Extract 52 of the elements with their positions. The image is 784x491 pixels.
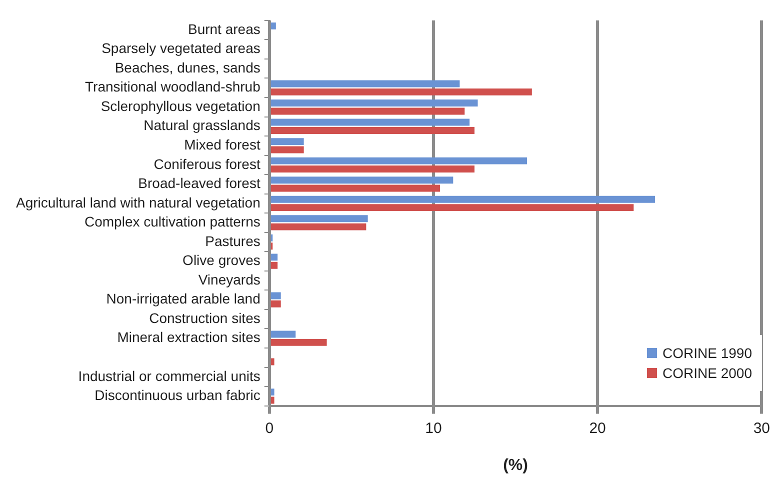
y-tick-label: Sparsely vegetated areas xyxy=(102,40,260,56)
y-tick-label: Mixed forest xyxy=(184,136,260,153)
bar xyxy=(270,184,440,192)
bar xyxy=(270,118,470,126)
x-tick-label: 10 xyxy=(425,420,442,437)
y-tick-label: Broad-leaved forest xyxy=(138,175,260,192)
bar xyxy=(270,127,474,134)
y-tick-label: Mineral extraction sites xyxy=(117,329,260,346)
y-tick-label: Transitional woodland-shrub xyxy=(85,78,261,95)
y-tick-label: Sclerophyllous vegetation xyxy=(100,98,260,114)
y-tick-label: Agricultural land with natural vegetation xyxy=(16,194,260,210)
bar xyxy=(270,176,454,184)
bar xyxy=(270,358,274,366)
y-tick-label: Complex cultivation patterns xyxy=(84,214,260,230)
y-tick-label: Olive groves xyxy=(182,252,260,268)
bar xyxy=(270,196,655,203)
bar xyxy=(270,157,527,164)
y-tick-label: Natural grasslands xyxy=(144,117,260,134)
y-tick-label: Discontinuous urban fabric xyxy=(94,387,260,404)
x-tick-label: 0 xyxy=(265,420,274,437)
bar xyxy=(270,146,304,154)
bar xyxy=(270,88,532,96)
bar xyxy=(270,22,276,30)
bar xyxy=(270,100,478,106)
bar xyxy=(270,300,281,308)
x-tick-label: 20 xyxy=(589,420,606,437)
y-tick-label: Pastures xyxy=(205,232,260,249)
bar xyxy=(270,396,274,404)
bar xyxy=(270,223,366,230)
bar xyxy=(270,138,304,146)
x-tick-label: 30 xyxy=(753,420,770,437)
y-tick-label: Construction sites xyxy=(149,310,260,326)
bar xyxy=(270,292,281,300)
x-axis-title: (%) xyxy=(503,456,528,474)
legend-label: CORINE 2000 xyxy=(662,365,752,381)
bar xyxy=(270,204,634,212)
bar xyxy=(270,338,327,346)
bar xyxy=(270,330,296,338)
bar xyxy=(270,80,460,88)
bar xyxy=(270,262,278,269)
bar xyxy=(270,108,465,115)
y-tick-label: Coniferous forest xyxy=(154,156,260,172)
y-tick-label: Non-irrigated arable land xyxy=(106,290,260,307)
legend-label: CORINE 1990 xyxy=(662,345,752,361)
y-tick-label: Vineyards xyxy=(198,271,260,288)
bar xyxy=(270,388,274,396)
y-tick-label: Burnt areas xyxy=(188,20,260,37)
bar xyxy=(270,254,278,261)
y-tick-label: Industrial or commercial units xyxy=(78,368,260,384)
bar xyxy=(270,166,474,172)
bar xyxy=(270,215,368,222)
y-tick-label: Beaches, dunes, sands xyxy=(114,59,260,76)
